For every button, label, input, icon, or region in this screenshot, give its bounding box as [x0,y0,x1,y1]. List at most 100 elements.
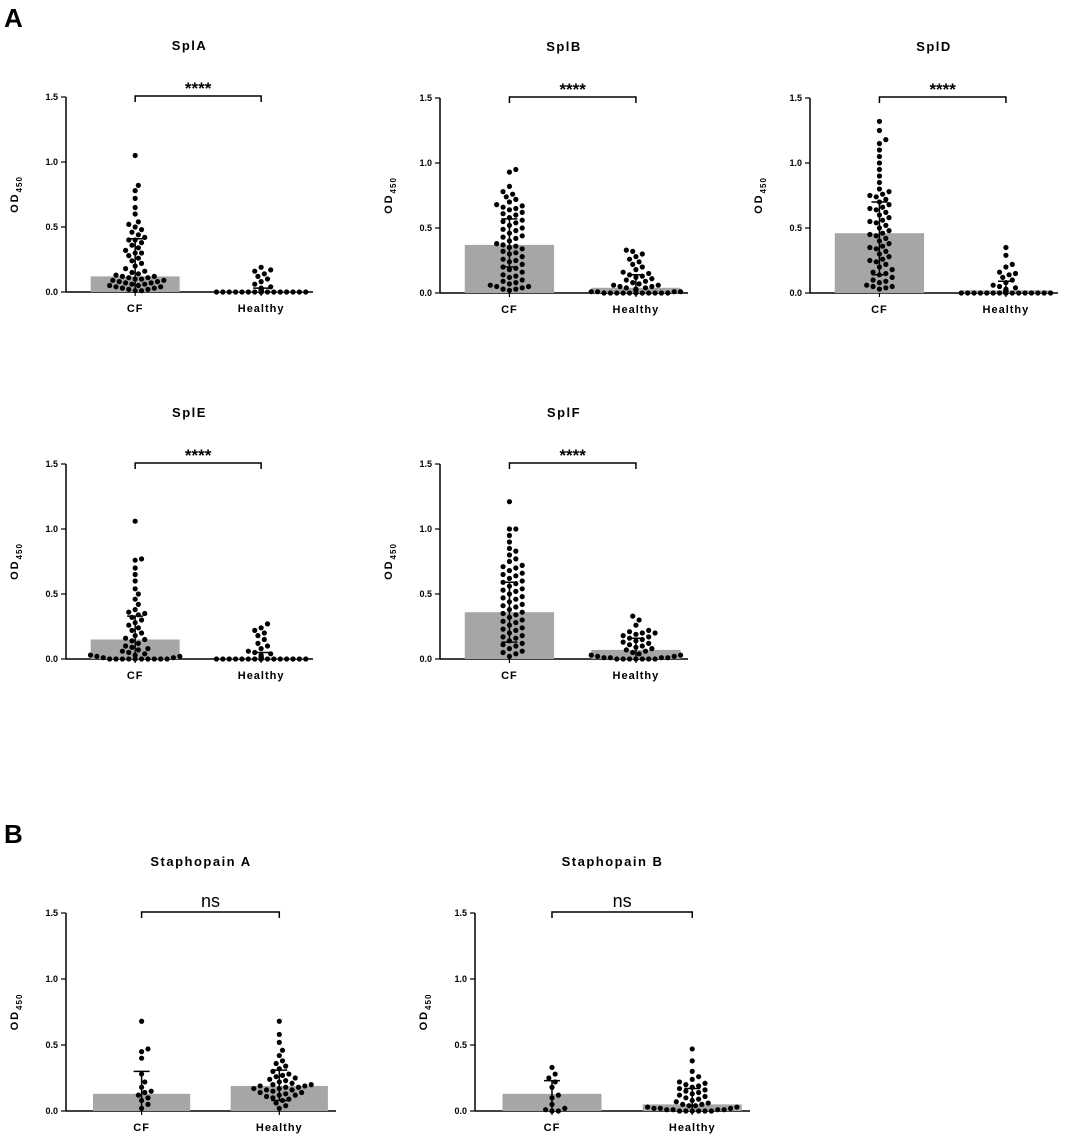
data-point-cf [886,228,892,234]
y-tick-label: 1.0 [45,157,58,167]
data-point-cf [886,202,892,208]
data-point-cf [138,276,145,282]
data-point-cf [138,656,145,662]
data-point-healthy [239,656,245,662]
data-point-cf [880,191,886,197]
data-point-healthy [965,290,971,296]
data-point-healthy [977,290,984,296]
data-point-cf [519,203,525,209]
significance-bracket [140,911,281,918]
data-point-healthy [626,656,633,662]
data-point-healthy [715,1107,721,1113]
y-axis-label-subscript: 450 [15,176,24,192]
data-point-cf [138,617,145,623]
data-point-healthy [290,656,296,662]
data-point-cf [873,207,879,213]
data-point-healthy [990,290,996,296]
data-point-cf [145,1101,151,1107]
data-point-cf [142,1089,148,1096]
data-point-cf [487,282,493,288]
y-tick-label: 1.5 [454,908,467,918]
data-point-cf [500,634,506,640]
significance-bracket [878,96,1007,103]
data-point-cf [129,258,135,264]
data-point-cf [500,189,506,195]
data-point-healthy [607,290,614,296]
data-point-cf [135,255,141,261]
data-point-cf [119,285,125,291]
data-point-cf [500,272,506,278]
data-point-healthy [708,1108,714,1114]
data-point-cf [876,179,883,186]
data-point-healthy [264,656,271,662]
data-point-cf [519,570,525,576]
chart-1: SplB 0.0 0.5 1.0 1.5 OD450 CF Healthy **** [383,39,688,316]
y-tick-label: 1.5 [45,908,58,918]
significance-label: **** [929,80,956,99]
data-point-healthy [264,621,271,627]
data-point-healthy [1022,290,1028,296]
data-point-cf [135,219,141,225]
data-point-cf [148,1088,154,1094]
data-point-healthy [958,290,964,296]
data-point-healthy [595,653,601,660]
data-point-cf [519,617,525,623]
x-category-label: CF [544,1122,561,1134]
data-point-cf [126,275,132,281]
data-point-healthy [676,1092,683,1098]
data-point-cf [876,166,883,173]
y-tick-label: 1.5 [419,459,432,469]
data-point-cf [506,526,513,532]
data-point-cf [126,656,132,662]
panel-label-b: B [4,819,23,849]
data-point-healthy [984,290,990,296]
data-point-cf [513,243,519,249]
data-point-healthy [649,646,655,652]
data-point-healthy [283,1078,289,1084]
data-point-healthy [633,631,639,637]
data-point-cf [132,557,138,563]
data-point-healthy [610,282,617,288]
data-point-healthy [283,1063,289,1069]
data-point-healthy [639,630,645,636]
data-point-cf [500,564,506,570]
data-point-cf [135,640,141,647]
data-point-cf [145,286,151,292]
data-point-cf [129,269,135,276]
data-point-healthy [620,290,626,296]
data-point-cf [129,242,135,248]
data-point-cf [113,284,119,290]
data-point-healthy [651,1105,657,1111]
data-point-cf [122,247,129,253]
y-tick-label: 0.0 [419,654,432,664]
y-tick-label: 0.0 [45,287,58,297]
data-point-healthy [689,1046,695,1052]
data-point-cf [145,646,151,652]
data-point-cf [500,587,506,593]
data-point-healthy [646,634,652,640]
data-point-healthy [261,630,267,636]
y-axis-label: OD450 [753,177,768,214]
x-category-label: Healthy [238,303,285,315]
data-point-cf [142,268,148,274]
chart-title: SplE [172,405,207,420]
data-point-cf [161,277,167,283]
data-point-cf [889,274,895,280]
y-tick-label: 1.5 [45,459,58,469]
data-point-cf [126,622,132,628]
data-point-cf [500,211,506,217]
data-point-healthy [283,1084,289,1090]
data-point-cf [506,575,513,582]
data-point-healthy [996,290,1003,296]
data-point-cf [519,562,525,569]
data-point-cf [513,526,519,532]
data-point-healthy [630,649,636,656]
data-point-cf [135,182,141,188]
data-point-cf [506,545,513,552]
y-tick-label: 0.5 [45,222,58,232]
y-axis-label-subscript: 450 [424,994,433,1010]
y-tick-label: 0.0 [789,288,802,298]
data-point-cf [177,653,183,660]
data-point-healthy [623,285,629,291]
